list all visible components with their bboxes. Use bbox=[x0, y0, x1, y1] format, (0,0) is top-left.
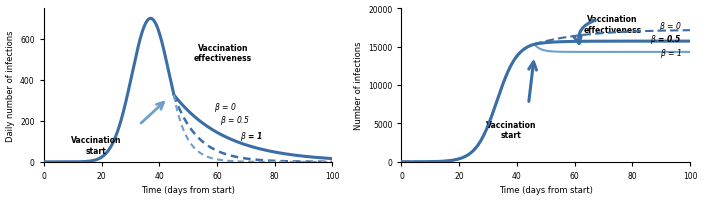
Y-axis label: Number of infections: Number of infections bbox=[354, 42, 363, 130]
Text: $\beta$ = 0.5: $\beta$ = 0.5 bbox=[650, 33, 681, 46]
Y-axis label: Daily number of infections: Daily number of infections bbox=[6, 30, 15, 141]
X-axis label: Time (days from start): Time (days from start) bbox=[141, 186, 235, 194]
Text: Vaccination
effectiveness: Vaccination effectiveness bbox=[583, 15, 641, 34]
Text: $\beta$ = 0.5: $\beta$ = 0.5 bbox=[220, 113, 250, 126]
Text: Vaccination
effectiveness: Vaccination effectiveness bbox=[194, 44, 252, 63]
Text: $\beta$ = 0: $\beta$ = 0 bbox=[214, 100, 237, 113]
X-axis label: Time (days from start): Time (days from start) bbox=[499, 186, 593, 194]
Text: $\beta$ = 1: $\beta$ = 1 bbox=[240, 130, 263, 143]
Text: Vaccination
start: Vaccination start bbox=[486, 120, 536, 139]
Text: $\beta$ = 0: $\beta$ = 0 bbox=[659, 20, 681, 33]
Text: $\beta$ = 1: $\beta$ = 1 bbox=[659, 47, 681, 60]
Text: Vaccination
start: Vaccination start bbox=[70, 136, 121, 155]
